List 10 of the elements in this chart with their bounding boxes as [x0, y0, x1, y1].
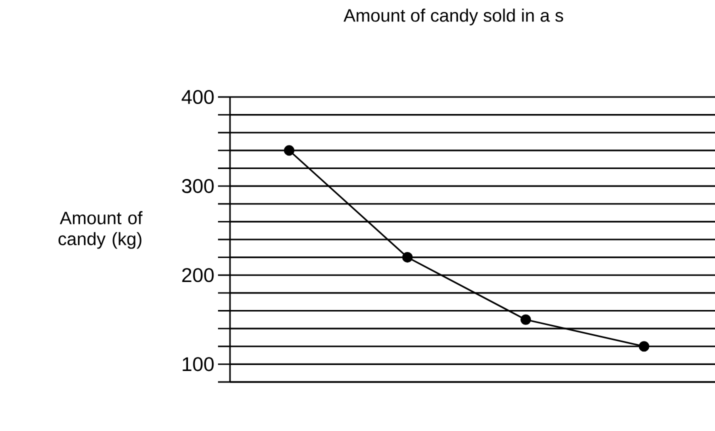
y-tick-label: 300 — [182, 179, 214, 194]
point — [402, 252, 413, 263]
y-tick-label: 100 — [182, 357, 214, 372]
point — [520, 314, 532, 325]
y-axis-title: Amount of candy (kg) — [58, 211, 143, 249]
point — [638, 341, 650, 352]
y-tick-label: 400 — [182, 90, 214, 104]
chart-title: Amount of candy sold in a s — [344, 8, 564, 26]
point — [284, 145, 294, 156]
y-tick-label: 200 — [182, 268, 214, 282]
